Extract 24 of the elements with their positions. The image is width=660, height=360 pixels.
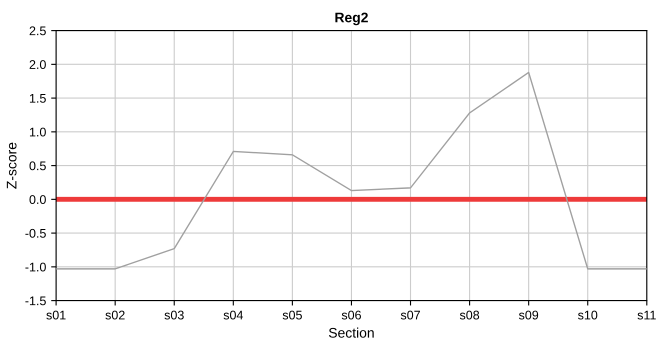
y-tick-label: 2.0 — [30, 60, 46, 69]
y-tick-label: 2.5 — [30, 26, 46, 36]
x-tick-label: s08 — [460, 310, 480, 320]
x-tick-label: s01 — [46, 310, 66, 320]
chart-title: Reg2 — [335, 12, 368, 26]
x-tick-label: s07 — [400, 310, 420, 320]
x-axis-title: Section — [328, 328, 374, 338]
y-tick-label: 0.5 — [29, 161, 46, 170]
y-tick-label: -1.0 — [25, 262, 46, 272]
x-tick-label: s09 — [518, 310, 538, 320]
x-tick-label: s10 — [578, 310, 598, 320]
x-tick-label: s03 — [164, 310, 184, 320]
x-tick-label: s02 — [105, 310, 125, 320]
x-tick-label: s11 — [638, 310, 656, 320]
x-tick-label: s04 — [224, 310, 244, 320]
y-tick-label: -0.5 — [25, 228, 46, 238]
y-tick-label: 0.0 — [29, 195, 46, 204]
x-tick-label: s05 — [282, 310, 302, 320]
line-series — [56, 72, 647, 270]
y-tick-label: -1.5 — [25, 296, 46, 306]
y-tick-label: 1.5 — [30, 94, 46, 103]
y-tick-label: 1.0 — [30, 128, 46, 136]
y-axis-title: Z-score — [6, 142, 17, 189]
x-tick-label: s06 — [342, 310, 361, 320]
